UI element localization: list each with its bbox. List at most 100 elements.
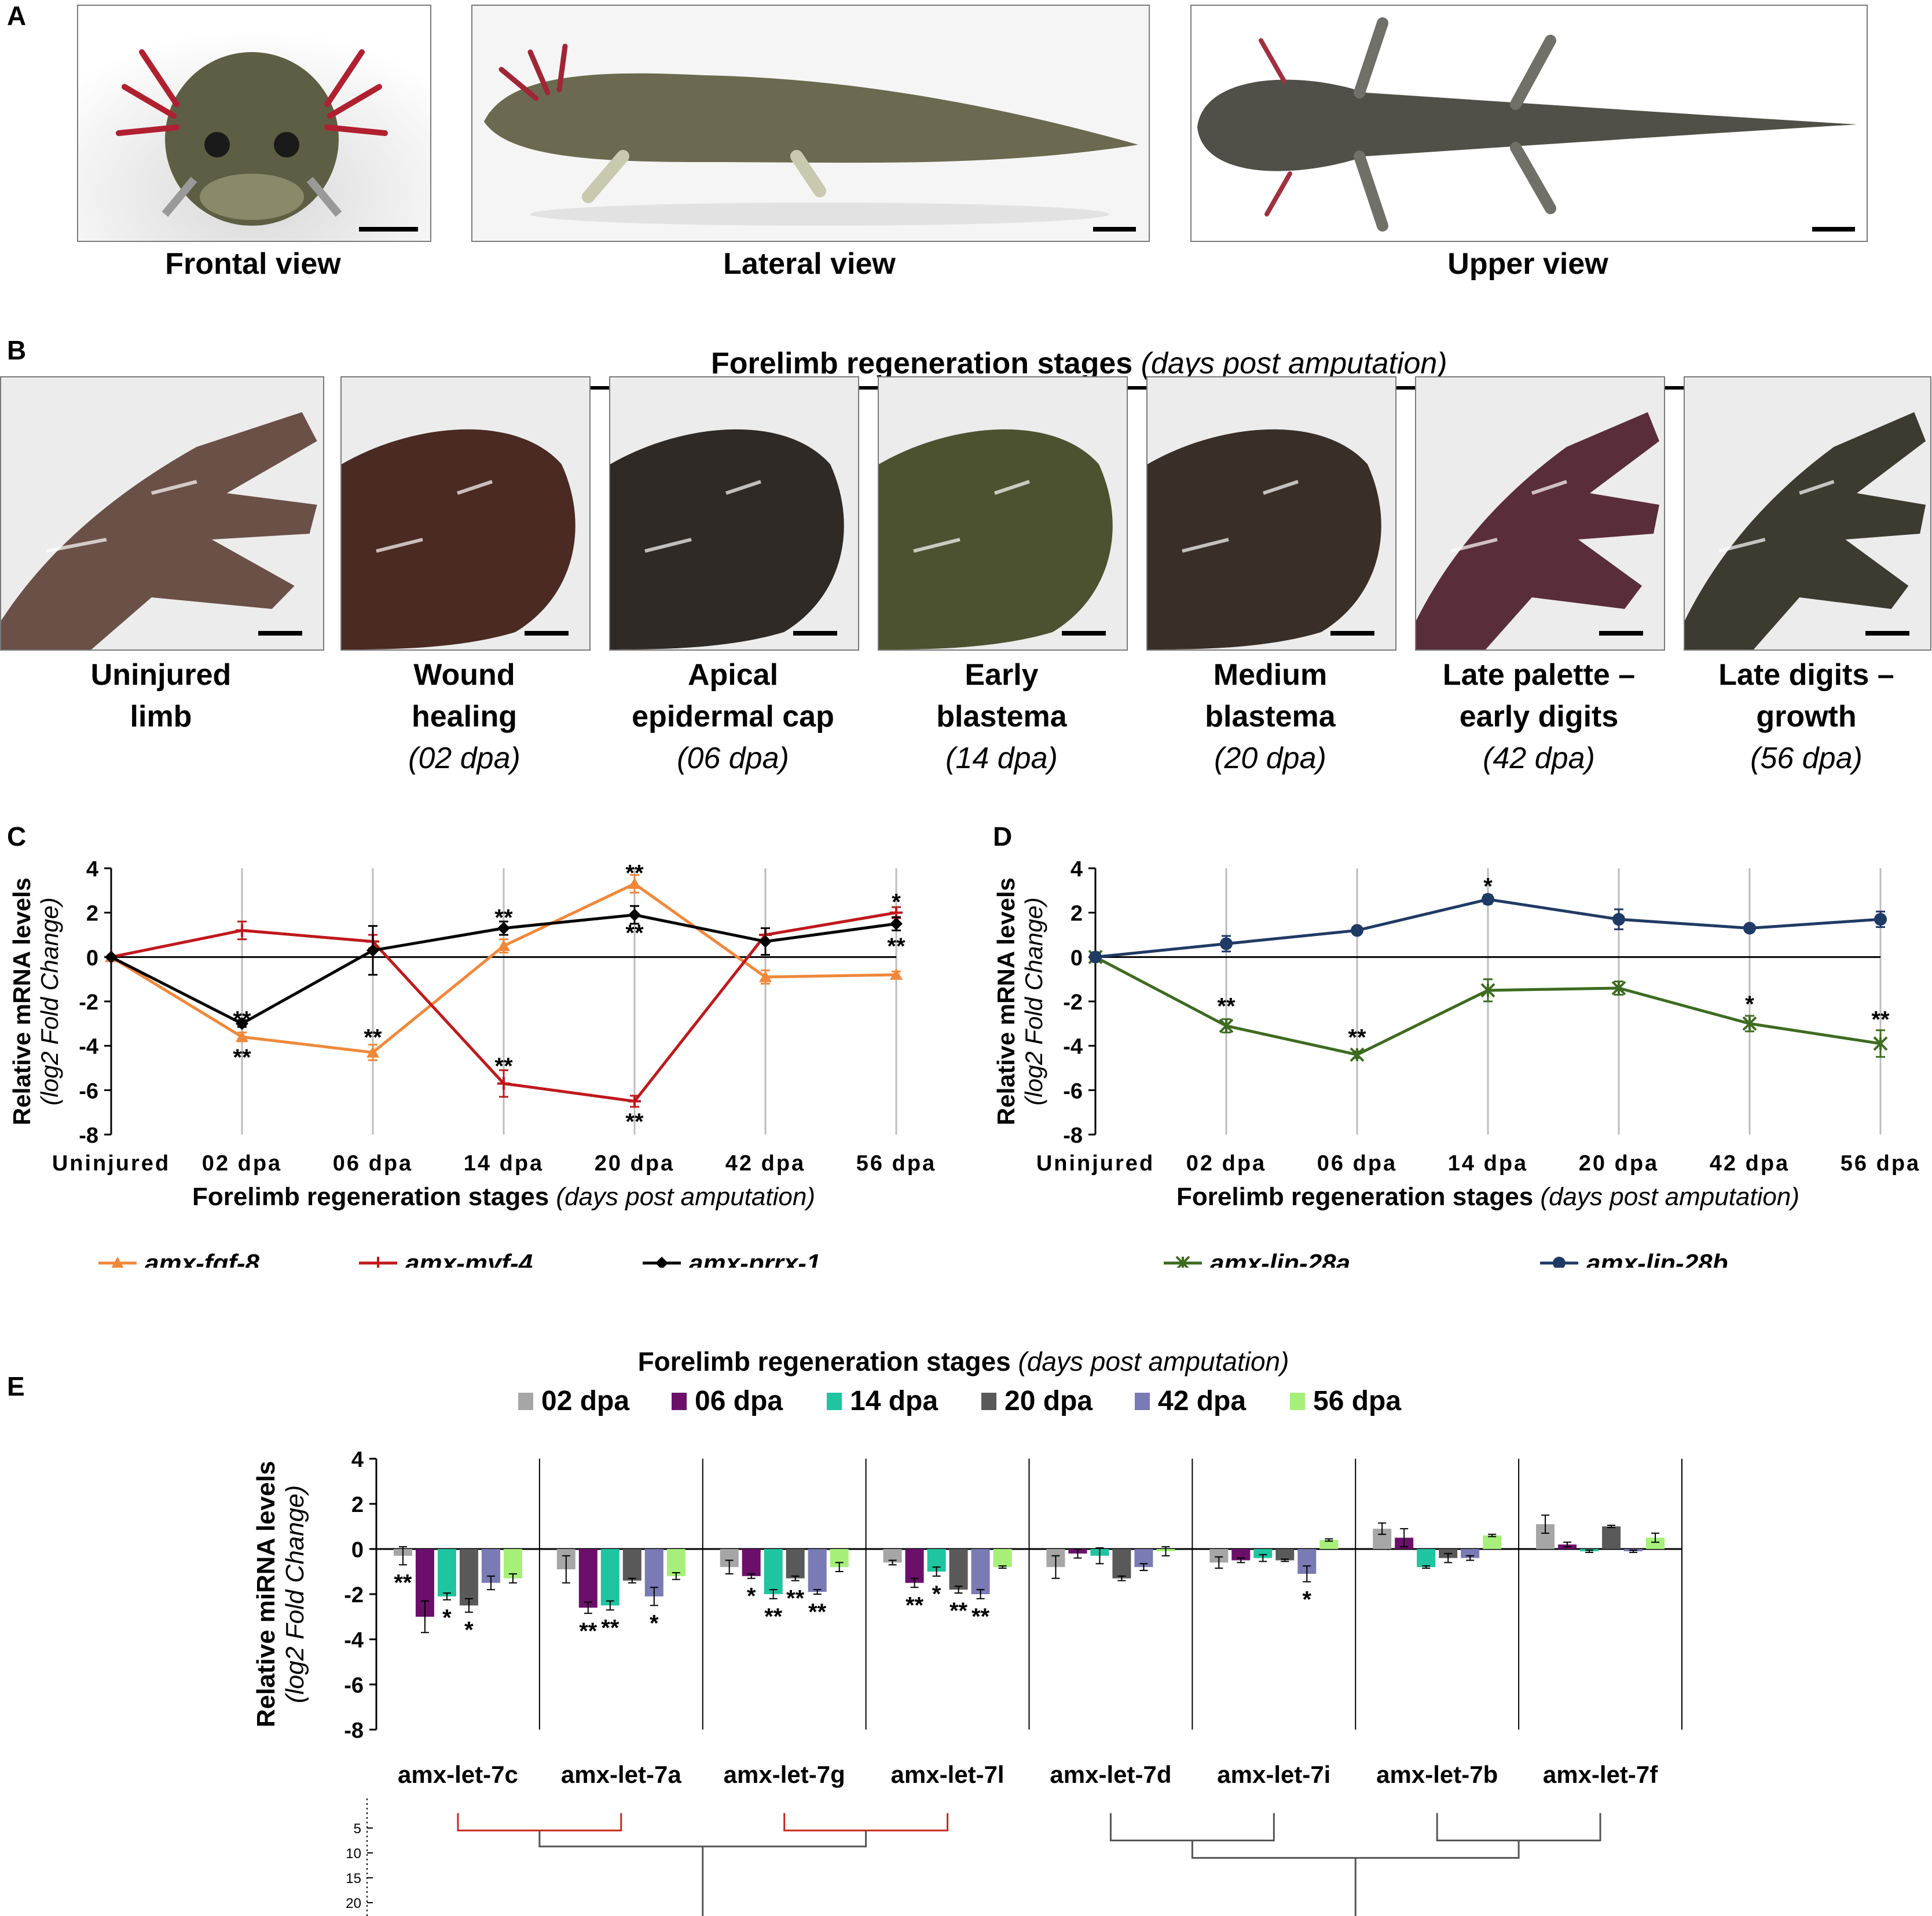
stage-name-line1: Late digits –	[1718, 658, 1894, 692]
panel-e-letter: E	[7, 1371, 25, 1401]
significance-marker: **	[786, 1586, 805, 1612]
limb-stage-photo	[0, 376, 324, 651]
data-point	[890, 917, 903, 930]
dendrogram-link	[1109, 1813, 1275, 1841]
significance-marker: *	[1745, 992, 1754, 1017]
x-tick-label: 06 dpa	[1317, 1151, 1397, 1176]
data-point	[1219, 1018, 1234, 1033]
x-tick-label: 56 dpa	[1841, 1151, 1920, 1176]
axolotl-upper-photo	[1190, 5, 1868, 242]
x-tick-label: 02 dpa	[1186, 1151, 1266, 1176]
x-tick-label: Uninjured	[52, 1151, 170, 1176]
legend-label: 14 dpa	[850, 1386, 938, 1416]
bar	[1231, 1549, 1251, 1561]
significance-marker: **	[625, 861, 644, 886]
data-point	[497, 1077, 510, 1090]
y-axis-label: Relative miRNA levels	[252, 1461, 280, 1728]
significance-marker: *	[892, 890, 901, 915]
significance-marker: **	[905, 1592, 924, 1618]
stage-caption: Uninjured limb	[0, 654, 328, 737]
significance-marker: **	[887, 934, 905, 959]
y-axis-label: Relative mRNA levels	[8, 878, 35, 1125]
data-point	[372, 1257, 384, 1268]
bar	[1275, 1549, 1295, 1561]
bar	[808, 1549, 827, 1592]
significance-marker: *	[1483, 874, 1493, 900]
y-axis-label: Relative mRNA levels	[992, 878, 1020, 1125]
category-label: amx-let-7b	[1376, 1761, 1498, 1788]
significance-marker: **	[808, 1599, 827, 1625]
dendrogram-link	[457, 1813, 622, 1831]
stage-name-line2: epidermal cap	[632, 700, 834, 733]
axolotl-frontal-photo	[77, 5, 431, 242]
significance-marker: *	[464, 1617, 474, 1643]
bar	[742, 1549, 761, 1576]
bar	[600, 1549, 619, 1606]
panel-b-title: Forelimb regeneration stages (days post …	[711, 347, 1447, 380]
category-label: amx-let-7g	[724, 1761, 845, 1788]
data-point	[1611, 981, 1626, 996]
bar	[1253, 1549, 1273, 1558]
bar	[764, 1549, 783, 1594]
y-tick-label: -8	[1063, 1124, 1083, 1148]
y-tick-label: 4	[351, 1448, 364, 1472]
x-tick-label: 02 dpa	[202, 1151, 282, 1176]
significance-marker: **	[764, 1604, 783, 1629]
frontal-view-caption: Frontal view	[165, 247, 341, 281]
dendrogram-scale-label: 15	[346, 1871, 361, 1886]
dendrogram: 51015202530	[346, 1798, 1601, 1916]
bar	[786, 1549, 805, 1579]
dendrogram-link	[538, 1830, 867, 1848]
significance-marker: **	[494, 905, 513, 930]
significance-marker: *	[747, 1584, 756, 1609]
panel-b-letter: B	[7, 335, 27, 365]
bar	[1646, 1537, 1665, 1549]
bar	[666, 1549, 685, 1576]
stage-name-line1: Medium	[1213, 658, 1328, 692]
stage-dpa: (06 dpa)	[677, 742, 789, 775]
data-point	[628, 1095, 641, 1108]
x-tick-label: 56 dpa	[856, 1151, 936, 1176]
category-label: amx-let-7i	[1217, 1761, 1330, 1788]
bar	[459, 1549, 478, 1606]
bar	[1319, 1540, 1339, 1549]
significance-marker: *	[442, 1605, 452, 1631]
x-tick-label: 06 dpa	[333, 1151, 413, 1176]
legend-label: amx-fgf-8	[145, 1249, 260, 1268]
limb-stage-photo	[878, 376, 1128, 651]
y-tick-label: 0	[351, 1538, 364, 1562]
limb-stage-photo	[1684, 376, 1931, 651]
scale-bar	[1330, 631, 1374, 636]
data-point	[366, 944, 379, 957]
dendrogram-link	[702, 1846, 1357, 1916]
data-point	[628, 908, 641, 922]
legend-label: amx-lin-28b	[1586, 1249, 1728, 1268]
legend-swatch	[981, 1393, 996, 1410]
stage-name-line1: Early	[965, 658, 1039, 692]
data-point	[1612, 913, 1625, 926]
stage-dpa: (20 dpa)	[1214, 742, 1326, 775]
x-tick-label: 42 dpa	[1710, 1151, 1790, 1176]
y-tick-label: -8	[79, 1124, 98, 1148]
chart-d-mrna-levels: 4 2 0 -2 -4 -6 -8 Uninjured 02 dpa 06 dpa 14 dpa 20…	[992, 857, 1920, 1268]
significance-marker: **	[972, 1604, 990, 1629]
significance-marker: **	[1348, 1025, 1366, 1050]
legend-label: 20 dpa	[1005, 1386, 1093, 1416]
legend-label: amx-lin-28a	[1210, 1249, 1350, 1268]
category-label: amx-let-7l	[891, 1761, 1005, 1788]
data-point	[890, 968, 903, 980]
scale-bar	[359, 227, 418, 232]
stage-name-line2: blastema	[1205, 700, 1336, 733]
stage-name-line1: Uninjured	[90, 658, 232, 692]
data-point	[759, 935, 772, 948]
category-label: amx-let-7a	[561, 1761, 681, 1788]
chart-e-mirna-levels: Forelimb regeneration stages (days post …	[252, 1346, 1682, 1916]
y-tick-label: -6	[1063, 1079, 1083, 1103]
stage-caption: Apical epidermal cap (06 dpa)	[603, 654, 863, 779]
y-tick-label: 2	[351, 1493, 364, 1517]
stage-dpa: (56 dpa)	[1750, 742, 1863, 775]
bar	[971, 1549, 990, 1594]
chart-c-mrna-levels: 4 2 0 -2 -4 -6 -8 Uninjured 02 dpa 06 dpa 14 dpa 20…	[8, 857, 936, 1268]
stage-name-line2: limb	[130, 700, 192, 733]
significance-marker: **	[949, 1598, 968, 1624]
